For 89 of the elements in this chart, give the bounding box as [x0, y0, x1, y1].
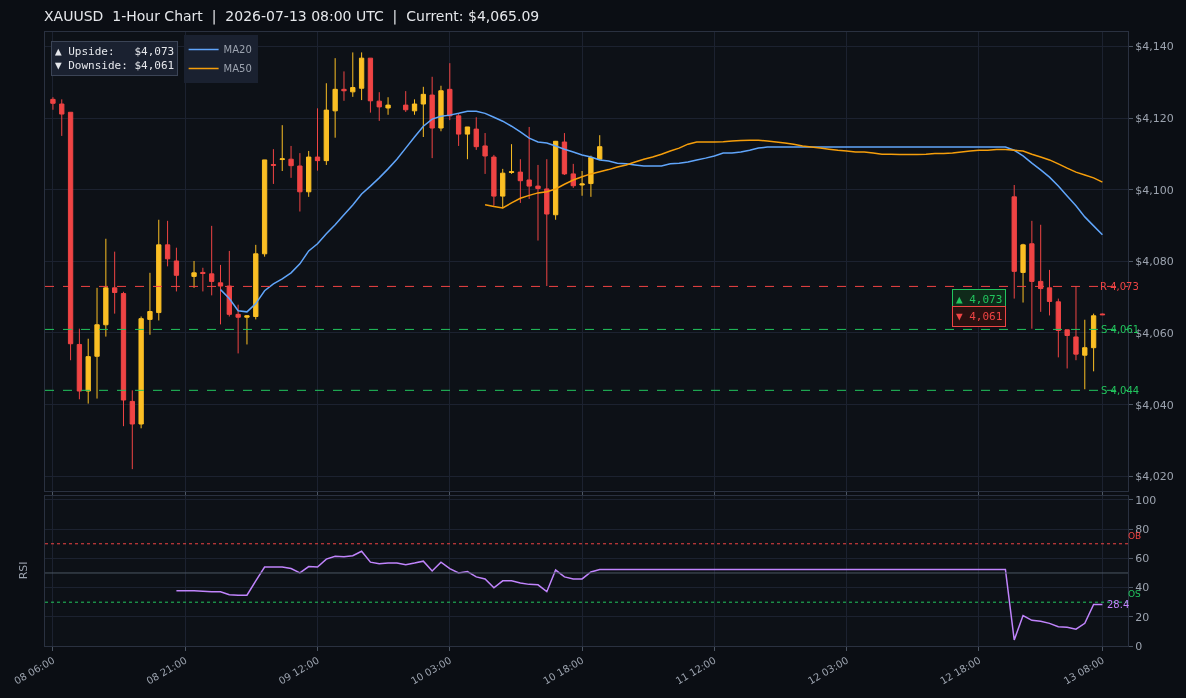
candlestick — [376, 91, 382, 122]
candlestick — [253, 244, 259, 320]
y-tick-label: $4,140 — [1135, 40, 1174, 54]
candlestick — [588, 155, 594, 198]
candlestick — [367, 57, 374, 114]
candlestick — [314, 107, 321, 172]
candlestick — [438, 85, 444, 132]
candlestick — [500, 168, 506, 209]
legend-label: MA50 — [223, 63, 252, 75]
candlestick — [526, 126, 532, 200]
candlestick — [279, 124, 285, 172]
y-tick-label: $4,100 — [1135, 183, 1174, 197]
candlestick — [323, 82, 329, 166]
candlestick — [429, 76, 435, 159]
y-tick-label: $4,080 — [1135, 255, 1174, 269]
candlestick — [94, 287, 100, 400]
candlestick — [332, 57, 338, 139]
candlestick — [482, 132, 488, 175]
candlestick — [535, 164, 541, 242]
candlestick — [1046, 269, 1053, 316]
legend-label: MA20 — [223, 44, 252, 56]
candlestick — [261, 159, 268, 258]
candlestick — [473, 116, 479, 151]
annotation: ▲ Upside: $4,073 ▼ Downside: $4,061 — [55, 45, 175, 73]
candlestick — [517, 158, 524, 204]
candlestick — [508, 143, 515, 175]
candlestick — [1011, 184, 1017, 300]
candlestick — [597, 134, 603, 160]
annotation: ▲ 4,073 — [956, 293, 1003, 306]
candlestick — [570, 163, 576, 189]
y-tick-label: 100 — [1135, 493, 1157, 507]
ref-line-label: OB — [1128, 531, 1142, 541]
candlestick — [1029, 220, 1035, 330]
candlestick — [579, 170, 585, 197]
candlestick — [464, 126, 471, 160]
annotation: ▼ 4,061 — [956, 310, 1003, 323]
candlestick — [561, 132, 568, 176]
candlestick — [147, 272, 153, 336]
y-tick-label: 20 — [1135, 610, 1150, 624]
candlestick — [59, 98, 65, 137]
y-axis-title: RSI — [16, 561, 30, 580]
y-tick-label: $4,040 — [1135, 398, 1174, 412]
candlestick — [1055, 298, 1061, 358]
candlestick — [411, 98, 418, 116]
candlestick — [447, 62, 453, 121]
line-series — [484, 139, 1104, 209]
candlestick — [552, 140, 559, 221]
candlestick — [403, 90, 409, 113]
candlestick — [1082, 319, 1088, 390]
candlestick — [1020, 243, 1026, 304]
candlestick — [85, 338, 91, 405]
candlestick — [270, 148, 277, 185]
candlestick — [217, 264, 224, 325]
candlestick — [76, 328, 83, 400]
candlestick — [358, 51, 365, 101]
candlestick — [120, 291, 127, 427]
candlestick — [350, 51, 356, 98]
annotation: 28.4 — [1107, 599, 1130, 610]
candlestick — [491, 154, 497, 207]
candlestick — [288, 145, 294, 179]
candlestick — [191, 260, 197, 289]
candlestick — [244, 314, 250, 345]
candlestick — [235, 304, 241, 354]
candlestick — [129, 389, 135, 470]
candlestick — [1099, 313, 1106, 316]
chart-title: XAUUSD 1-Hour Chart | 2026-07-13 08:00 UTC | Current: $4,065.09 — [44, 7, 540, 25]
candlestick — [385, 96, 391, 116]
candlestick — [103, 238, 109, 338]
candlestick — [1090, 313, 1097, 372]
candlestick — [306, 150, 312, 198]
candlestick — [420, 86, 427, 138]
candlestick — [138, 316, 144, 429]
ref-line-label: R 4,073 — [1100, 281, 1139, 292]
candlestick — [200, 267, 206, 292]
y-tick-label: 0 — [1135, 639, 1143, 653]
candlestick — [544, 158, 550, 287]
candlestick — [156, 219, 162, 321]
candlestick — [1064, 329, 1070, 369]
y-tick-label: 60 — [1135, 552, 1150, 566]
candlestick — [50, 96, 56, 111]
y-tick-label: $4,120 — [1135, 111, 1174, 125]
candlestick — [112, 251, 118, 315]
ref-line-label: S 4,044 — [1101, 385, 1140, 396]
candlestick — [455, 112, 462, 147]
candlestick — [297, 152, 303, 213]
candlestick — [164, 220, 171, 267]
line-series — [175, 550, 1104, 641]
y-tick-label: $4,020 — [1135, 470, 1174, 484]
candlestick — [341, 70, 347, 102]
